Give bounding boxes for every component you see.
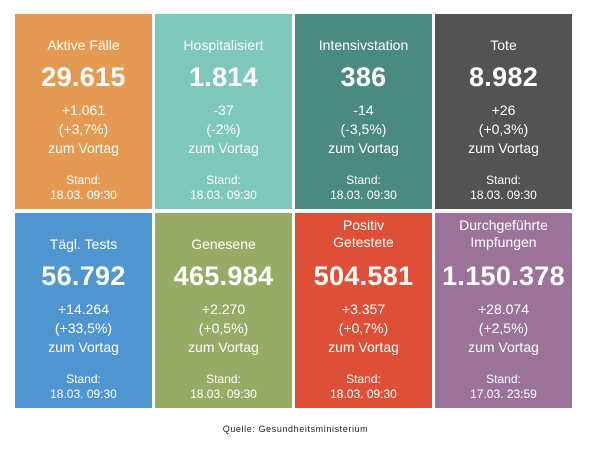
tile-title: Intensivstation <box>318 37 409 53</box>
tile-positiv-getestete: Positiv Getestete 504.581 +3.357 (+0,7%)… <box>295 213 432 408</box>
tile-percent: (+0,5%) <box>198 320 249 336</box>
tile-title: Durchgeführte Impfungen <box>435 217 572 251</box>
tile-change: -14 (-3,5%) zum Vortag <box>295 101 432 158</box>
tile-stand: Stand: 18.03. 09:30 <box>155 173 292 203</box>
tile-title-line1: Durchgeführte <box>459 217 548 233</box>
tile-value: 1.814 <box>188 62 259 92</box>
tile-percent: (+3,7%) <box>58 121 109 137</box>
tile-suffix: zum Vortag <box>328 140 399 156</box>
tile-stand: Stand: 18.03. 09:30 <box>155 372 292 402</box>
tile-stand-date: 18.03. 09:30 <box>330 387 397 401</box>
tile-hospitalisiert: Hospitalisiert 1.814 -37 (-2%) zum Vorta… <box>155 14 292 209</box>
tile-stand: Stand: 18.03. 09:30 <box>15 372 152 402</box>
tile-change: +1.061 (+3,7%) zum Vortag <box>15 101 152 158</box>
tile-stand-date: 18.03. 09:30 <box>50 188 117 202</box>
tile-tote: Tote 8.982 +26 (+0,3%) zum Vortag Stand:… <box>435 14 572 209</box>
tile-title-line2: Getestete <box>333 234 394 250</box>
tile-stand: Stand: 18.03. 09:30 <box>295 173 432 203</box>
tile-value: 1.150.378 <box>442 261 565 291</box>
tile-aktive-faelle: Aktive Fälle 29.615 +1.061 (+3,7%) zum V… <box>15 14 152 209</box>
tile-intensivstation: Intensivstation 386 -14 (-3,5%) zum Vort… <box>295 14 432 209</box>
tile-title: Genesene <box>191 236 256 252</box>
tile-value: 386 <box>340 62 387 92</box>
tile-title: Aktive Fälle <box>47 37 120 53</box>
tile-title-line1: Positiv <box>342 217 385 233</box>
tile-delta: +2.270 <box>201 301 246 317</box>
tile-stand: Stand: 18.03. 09:30 <box>435 173 572 203</box>
tile-stand-date: 18.03. 09:30 <box>190 387 257 401</box>
tile-value: 8.982 <box>468 62 539 92</box>
tile-delta: -14 <box>353 102 374 118</box>
tile-delta: +1.061 <box>61 102 106 118</box>
stats-grid: Aktive Fälle 29.615 +1.061 (+3,7%) zum V… <box>15 14 573 412</box>
source-caption: Quelle: Gesundheitsministerium <box>222 424 369 434</box>
tile-change: +28.074 (+2,5%) zum Vortag <box>435 300 572 357</box>
tile-stand-label: Stand: <box>206 372 241 386</box>
tile-value: 29.615 <box>41 62 126 92</box>
tile-delta: +28.074 <box>478 301 529 317</box>
tile-stand: Stand: 18.03. 09:30 <box>15 173 152 203</box>
tile-stand-label: Stand: <box>346 173 381 187</box>
tile-suffix: zum Vortag <box>48 339 119 355</box>
tile-taegl-tests: Tägl. Tests 56.792 +14.264 (+33,5%) zum … <box>15 213 152 408</box>
tile-title: Tägl. Tests <box>49 236 118 252</box>
tile-delta: -37 <box>213 102 234 118</box>
tile-value: 465.984 <box>173 261 274 291</box>
tile-percent: (+0,3%) <box>478 121 529 137</box>
tile-title: Tote <box>490 37 517 53</box>
tile-value: 56.792 <box>41 261 126 291</box>
tile-stand-date: 18.03. 09:30 <box>190 188 257 202</box>
tile-suffix: zum Vortag <box>48 140 119 156</box>
tile-stand-label: Stand: <box>486 173 521 187</box>
tile-title-line2: Impfungen <box>470 234 537 250</box>
tile-title: Hospitalisiert <box>183 37 264 53</box>
tile-title: Positiv Getestete <box>295 217 432 251</box>
tile-suffix: zum Vortag <box>328 339 399 355</box>
tile-change: +14.264 (+33,5%) zum Vortag <box>15 300 152 357</box>
tile-stand-date: 18.03. 09:30 <box>330 188 397 202</box>
tile-stand-date: 18.03. 09:30 <box>470 188 537 202</box>
tile-percent: (-2%) <box>206 121 241 137</box>
tile-stand-label: Stand: <box>346 372 381 386</box>
tile-change: -37 (-2%) zum Vortag <box>155 101 292 158</box>
tile-delta: +26 <box>491 102 516 118</box>
tile-change: +3.357 (+0,7%) zum Vortag <box>295 300 432 357</box>
tile-suffix: zum Vortag <box>188 140 259 156</box>
tile-change: +2.270 (+0,5%) zum Vortag <box>155 300 292 357</box>
tile-durchgefuehrte-impfungen: Durchgeführte Impfungen 1.150.378 +28.07… <box>435 213 572 408</box>
tile-delta: +3.357 <box>341 301 386 317</box>
tile-percent: (+0,7%) <box>338 320 389 336</box>
tile-percent: (+33,5%) <box>54 320 113 336</box>
tile-stand-date: 17.03. 23:59 <box>470 387 537 401</box>
tile-percent: (-3,5%) <box>340 121 387 137</box>
tile-stand-date: 18.03. 09:30 <box>50 387 117 401</box>
tile-value: 504.581 <box>313 261 414 291</box>
tile-stand: Stand: 17.03. 23:59 <box>435 372 572 402</box>
tile-suffix: zum Vortag <box>188 339 259 355</box>
tile-stand-label: Stand: <box>66 173 101 187</box>
tile-change: +26 (+0,3%) zum Vortag <box>435 101 572 158</box>
tile-stand-label: Stand: <box>486 372 521 386</box>
tile-stand: Stand: 18.03. 09:30 <box>295 372 432 402</box>
tile-delta: +14.264 <box>58 301 109 317</box>
tile-suffix: zum Vortag <box>468 140 539 156</box>
tile-suffix: zum Vortag <box>468 339 539 355</box>
tile-genesene: Genesene 465.984 +2.270 (+0,5%) zum Vort… <box>155 213 292 408</box>
tile-percent: (+2,5%) <box>478 320 529 336</box>
tile-stand-label: Stand: <box>206 173 241 187</box>
tile-stand-label: Stand: <box>66 372 101 386</box>
